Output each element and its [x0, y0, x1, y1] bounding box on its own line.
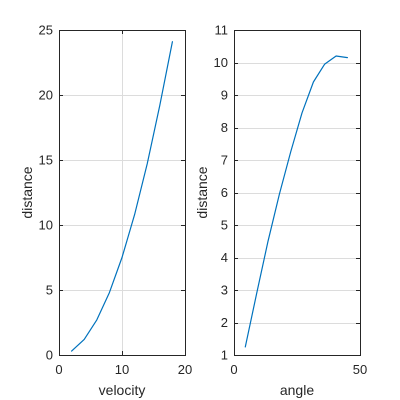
- y-tick-label-left: 15: [39, 153, 53, 168]
- y-tick-label-right: 3: [221, 283, 228, 298]
- y-tick-label-right: 11: [215, 23, 229, 38]
- x-tick-label-right: 50: [353, 362, 367, 377]
- y-tick-label-right: 6: [221, 185, 228, 200]
- data-point-left: [159, 105, 160, 106]
- y-tick-label-left: 20: [39, 88, 53, 103]
- data-point-left: [121, 257, 122, 258]
- data-point-right: [335, 55, 336, 56]
- x-tick-label-right: 0: [230, 362, 237, 377]
- x-tick-label-left: 0: [55, 362, 62, 377]
- x-axis-label-right: angle: [280, 382, 314, 398]
- y-tick-label-right: 9: [221, 88, 228, 103]
- series-line-left: [70, 41, 173, 352]
- y-tick-label-left: 5: [46, 283, 53, 298]
- data-point-left: [172, 41, 173, 42]
- y-axis-label-right: distance: [194, 166, 210, 218]
- data-point-right: [267, 241, 268, 242]
- data-point-right: [301, 112, 302, 113]
- y-tick-label-right: 4: [221, 250, 228, 265]
- y-tick-label-right: 5: [221, 218, 228, 233]
- data-point-left: [71, 351, 72, 352]
- y-tick-label-left: 10: [39, 218, 53, 233]
- y-tick-label-right: 7: [221, 153, 228, 168]
- y-tick-label-left: 0: [46, 348, 53, 363]
- y-tick-label-right: 2: [221, 315, 228, 330]
- y-tick-label-right: 8: [221, 120, 228, 135]
- series-line-right: [244, 55, 348, 348]
- data-point-left: [134, 214, 135, 215]
- data-point-left: [147, 163, 148, 164]
- data-point-right: [347, 57, 348, 58]
- x-tick-label-left: 20: [178, 362, 192, 377]
- data-point-right: [324, 64, 325, 65]
- subplot-left: 0 10 20 0 5 10 15 20 25 velocity distance: [19, 23, 192, 399]
- y-tick-label-left: 25: [39, 23, 53, 38]
- data-point-right: [290, 151, 291, 152]
- data-point-left: [84, 339, 85, 340]
- y-tick-label-right: 1: [221, 348, 228, 363]
- data-point-left: [109, 292, 110, 293]
- data-point-left: [96, 319, 97, 320]
- data-point-right: [245, 346, 246, 347]
- x-axis-label-left: velocity: [99, 382, 146, 398]
- y-axis-label-left: distance: [19, 166, 35, 218]
- y-tick-label-right: 10: [214, 55, 228, 70]
- x-tick-label-left: 10: [115, 362, 129, 377]
- subplot-right: 0 50 1 2 3 4 5 6 7 8 9 10 11 angle distance: [194, 23, 367, 399]
- axes-box-left: [59, 30, 186, 356]
- data-point-right: [256, 293, 257, 294]
- data-point-right: [313, 81, 314, 82]
- data-point-right: [279, 194, 280, 195]
